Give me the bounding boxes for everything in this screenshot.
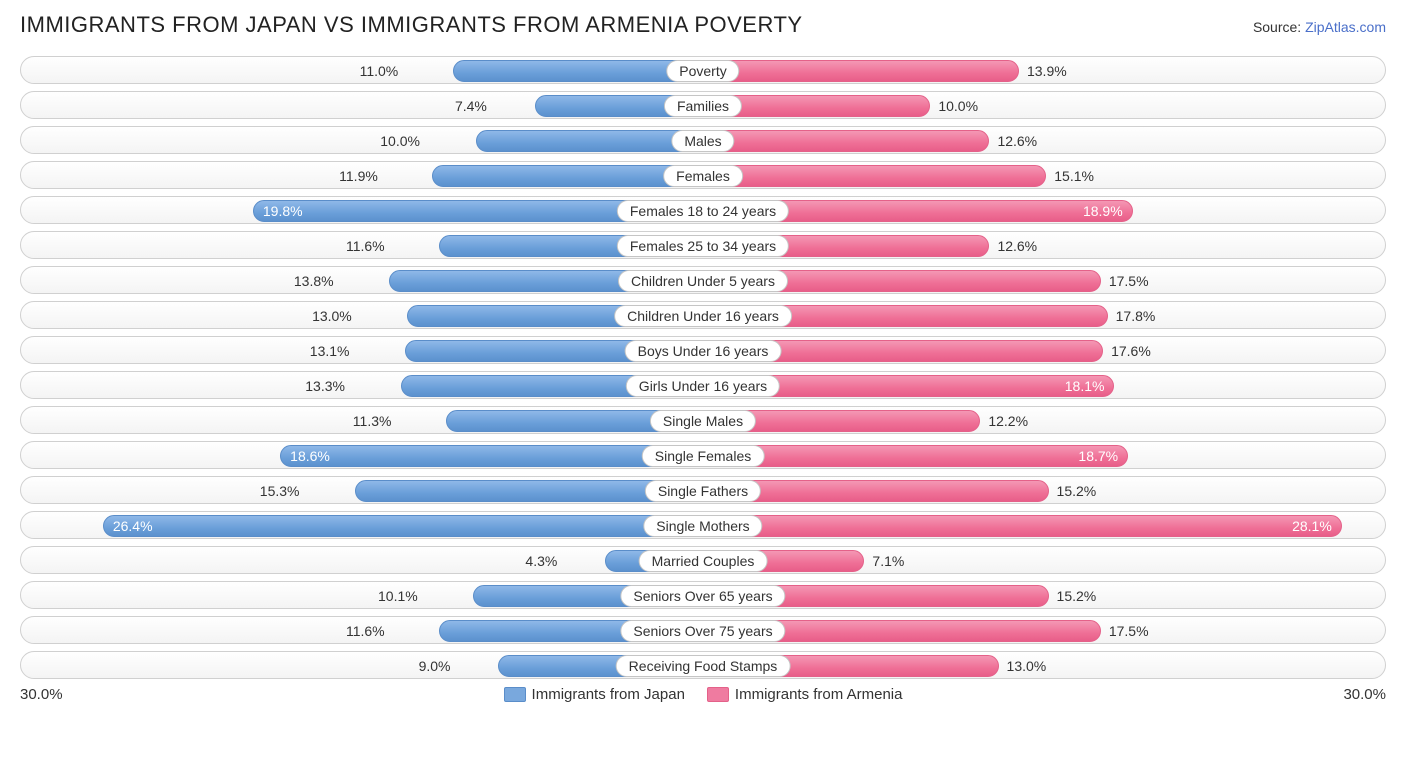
chart-row: 11.6% 12.6% Females 25 to 34 years: [20, 231, 1386, 259]
category-label: Males: [671, 130, 734, 152]
category-label: Families: [664, 95, 742, 117]
chart-row: 9.0% 13.0% Receiving Food Stamps: [20, 651, 1386, 679]
value-label-right: 28.1%: [1292, 512, 1342, 540]
value-label-left: 11.3%: [353, 407, 400, 435]
category-label: Females 18 to 24 years: [617, 200, 789, 222]
chart-row: 10.1% 15.2% Seniors Over 65 years: [20, 581, 1386, 609]
value-label-right: 12.6%: [989, 127, 1037, 155]
category-label: Children Under 16 years: [614, 305, 792, 327]
value-label-left: 9.0%: [419, 652, 459, 680]
legend-swatch-pink: [707, 687, 729, 702]
source-link[interactable]: ZipAtlas.com: [1305, 19, 1386, 35]
value-label-right: 17.8%: [1108, 302, 1156, 330]
value-label-right: 13.9%: [1019, 57, 1067, 85]
category-label: Boys Under 16 years: [625, 340, 782, 362]
value-label-left: 11.9%: [339, 162, 386, 190]
value-label-left: 10.0%: [380, 127, 428, 155]
value-label-right: 18.7%: [1078, 442, 1128, 470]
value-label-left: 13.0%: [312, 302, 360, 330]
legend-label-left: Immigrants from Japan: [532, 686, 685, 703]
category-label: Girls Under 16 years: [626, 375, 780, 397]
category-label: Children Under 5 years: [618, 270, 788, 292]
bar-right: [703, 515, 1342, 537]
value-label-left: 4.3%: [525, 547, 565, 575]
value-label-left: 7.4%: [455, 92, 495, 120]
chart-row: 13.3% 18.1% Girls Under 16 years: [20, 371, 1386, 399]
chart-header: IMMIGRANTS FROM JAPAN VS IMMIGRANTS FROM…: [20, 12, 1386, 38]
value-label-right: 17.5%: [1101, 267, 1149, 295]
bar-right: [703, 130, 989, 152]
axis-max-left: 30.0%: [20, 686, 63, 703]
chart-row: 13.0% 17.8% Children Under 16 years: [20, 301, 1386, 329]
value-label-left: 19.8%: [253, 197, 303, 225]
category-label: Seniors Over 75 years: [620, 620, 785, 642]
legend: Immigrants from Japan Immigrants from Ar…: [504, 686, 903, 703]
category-label: Seniors Over 65 years: [620, 585, 785, 607]
category-label: Single Males: [650, 410, 756, 432]
value-label-left: 26.4%: [103, 512, 153, 540]
bar-left: [476, 130, 703, 152]
legend-label-right: Immigrants from Armenia: [735, 686, 903, 703]
category-label: Females 25 to 34 years: [617, 235, 789, 257]
chart-row: 19.8% 18.9% Females 18 to 24 years: [20, 196, 1386, 224]
value-label-left: 10.1%: [378, 582, 426, 610]
legend-item-left: Immigrants from Japan: [504, 686, 685, 703]
chart-row: 13.8% 17.5% Children Under 5 years: [20, 266, 1386, 294]
value-label-left: 13.1%: [310, 337, 358, 365]
value-label-left: 15.3%: [260, 477, 308, 505]
category-label: Married Couples: [639, 550, 768, 572]
value-label-right: 15.2%: [1049, 477, 1097, 505]
legend-item-right: Immigrants from Armenia: [707, 686, 903, 703]
bar-right: [703, 445, 1128, 467]
category-label: Single Females: [642, 445, 765, 467]
chart-row: 15.3% 15.2% Single Fathers: [20, 476, 1386, 504]
value-label-right: 7.1%: [864, 547, 904, 575]
category-label: Single Mothers: [643, 515, 762, 537]
category-label: Receiving Food Stamps: [616, 655, 791, 677]
value-label-left: 11.6%: [346, 232, 393, 260]
value-label-right: 12.2%: [980, 407, 1028, 435]
chart-row: 13.1% 17.6% Boys Under 16 years: [20, 336, 1386, 364]
bar-left: [280, 445, 703, 467]
chart-title: IMMIGRANTS FROM JAPAN VS IMMIGRANTS FROM…: [20, 12, 803, 38]
chart-row: 4.3% 7.1% Married Couples: [20, 546, 1386, 574]
chart-row: 11.0% 13.9% Poverty: [20, 56, 1386, 84]
value-label-left: 18.6%: [280, 442, 330, 470]
value-label-left: 11.0%: [360, 57, 407, 85]
chart-row: 26.4% 28.1% Single Mothers: [20, 511, 1386, 539]
chart-row: 10.0% 12.6% Males: [20, 126, 1386, 154]
value-label-right: 15.2%: [1049, 582, 1097, 610]
axis-max-right: 30.0%: [1343, 686, 1386, 703]
value-label-left: 13.3%: [305, 372, 353, 400]
value-label-right: 17.5%: [1101, 617, 1149, 645]
chart-row: 18.6% 18.7% Single Females: [20, 441, 1386, 469]
diverging-bar-chart: 11.0%13.9%Poverty7.4%10.0%Families10.0%1…: [20, 56, 1386, 679]
value-label-right: 18.9%: [1083, 197, 1133, 225]
value-label-right: 15.1%: [1046, 162, 1094, 190]
chart-row: 11.3% 12.2% Single Males: [20, 406, 1386, 434]
bar-left: [103, 515, 703, 537]
chart-footer: 30.0% Immigrants from Japan Immigrants f…: [20, 686, 1386, 703]
value-label-left: 11.6%: [346, 617, 393, 645]
chart-row: 7.4% 10.0% Families: [20, 91, 1386, 119]
value-label-right: 17.6%: [1103, 337, 1151, 365]
value-label-left: 13.8%: [294, 267, 342, 295]
value-label-right: 18.1%: [1065, 372, 1115, 400]
category-label: Poverty: [666, 60, 739, 82]
bar-right: [703, 165, 1046, 187]
value-label-right: 12.6%: [989, 232, 1037, 260]
bar-right: [703, 60, 1019, 82]
source-prefix: Source:: [1253, 19, 1305, 35]
chart-row: 11.9% 15.1% Females: [20, 161, 1386, 189]
category-label: Females: [663, 165, 743, 187]
value-label-right: 10.0%: [930, 92, 978, 120]
chart-row: 11.6% 17.5% Seniors Over 75 years: [20, 616, 1386, 644]
legend-swatch-blue: [504, 687, 526, 702]
source-attribution: Source: ZipAtlas.com: [1253, 19, 1386, 35]
category-label: Single Fathers: [645, 480, 761, 502]
value-label-right: 13.0%: [999, 652, 1047, 680]
